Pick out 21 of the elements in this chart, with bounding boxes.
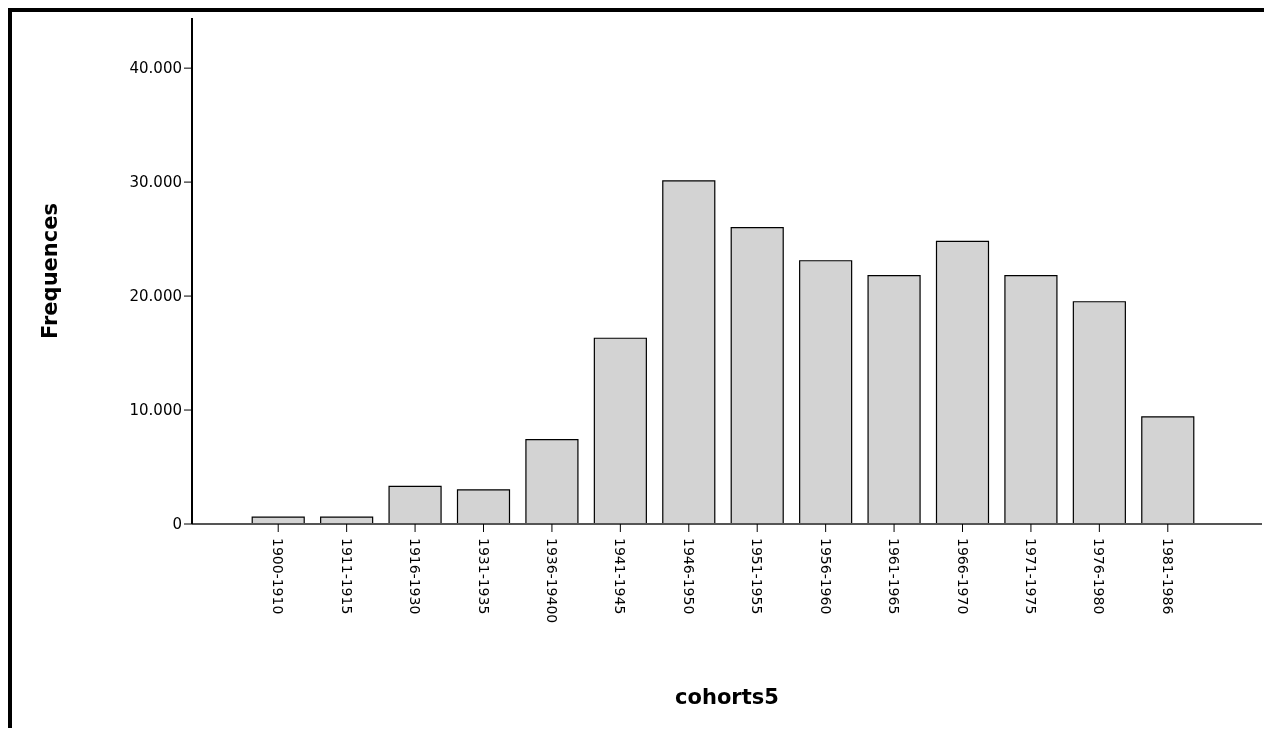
x-tick-label: 1981-1986: [1159, 538, 1176, 615]
x-tick-label: 1941-1945: [612, 538, 629, 615]
y-tick-label: 0: [172, 515, 182, 534]
x-tick-label: 1956-1960: [817, 538, 834, 615]
x-tick-label: 1971-1975: [1022, 538, 1039, 615]
x-tick-label: 1966-1970: [954, 538, 971, 615]
x-tick-label: 1951-1955: [749, 538, 766, 615]
y-tick-label: 40.000: [129, 59, 182, 78]
x-tick-label: 1916-1930: [407, 538, 424, 615]
y-tick-label: 30.000: [129, 173, 182, 192]
x-axis-title: cohorts5: [675, 685, 779, 709]
y-axis-title: Frequences: [38, 203, 63, 339]
x-tick-label: 1976-1980: [1091, 538, 1108, 615]
x-tick-label: 1911-1915: [338, 538, 355, 615]
y-tick-label: 20.000: [129, 287, 182, 306]
x-tick-label: 1936-19400: [543, 538, 560, 624]
x-tick-label: 1900-1910: [270, 538, 287, 615]
y-tick-label: 10.000: [129, 401, 182, 420]
x-tick-label: 1961-1965: [886, 538, 903, 615]
x-tick-label: 1946-1950: [680, 538, 697, 615]
x-tick-label: 1931-1935: [475, 538, 492, 615]
